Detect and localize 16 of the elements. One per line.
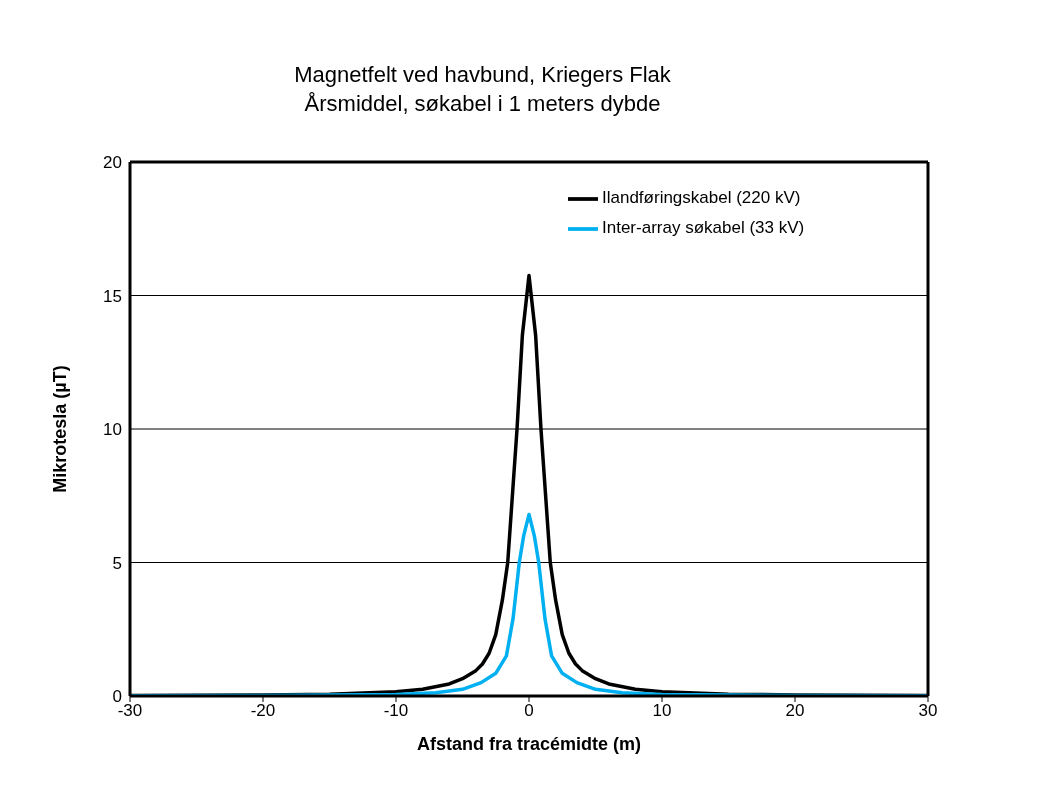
x-tick-label: 30 (918, 701, 938, 721)
x-tick-label: 10 (652, 701, 672, 721)
x-tick-label: -10 (383, 701, 409, 721)
chart-title: Magnetfelt ved havbund, Kriegers Flak (293, 61, 672, 89)
legend-label: Ilandføringskabel (220 kV) (602, 188, 801, 208)
y-tick-label: 10 (103, 420, 122, 440)
x-axis-title: Afstand fra tracémidte (m) (416, 734, 642, 754)
chart-subtitle: Årsmiddel, søkabel i 1 meters dybde (303, 90, 662, 118)
legend-label: Inter-array søkabel (33 kV) (602, 218, 805, 238)
x-tick-label: -20 (250, 701, 276, 721)
y-tick-label: 15 (103, 286, 122, 306)
x-tick-label: 0 (524, 701, 534, 721)
y-tick-label: 20 (103, 153, 122, 173)
y-axis-title: Mikrotesla (µT) (50, 365, 71, 493)
y-tick-label: 5 (112, 553, 122, 573)
x-tick-label: 20 (785, 701, 805, 721)
